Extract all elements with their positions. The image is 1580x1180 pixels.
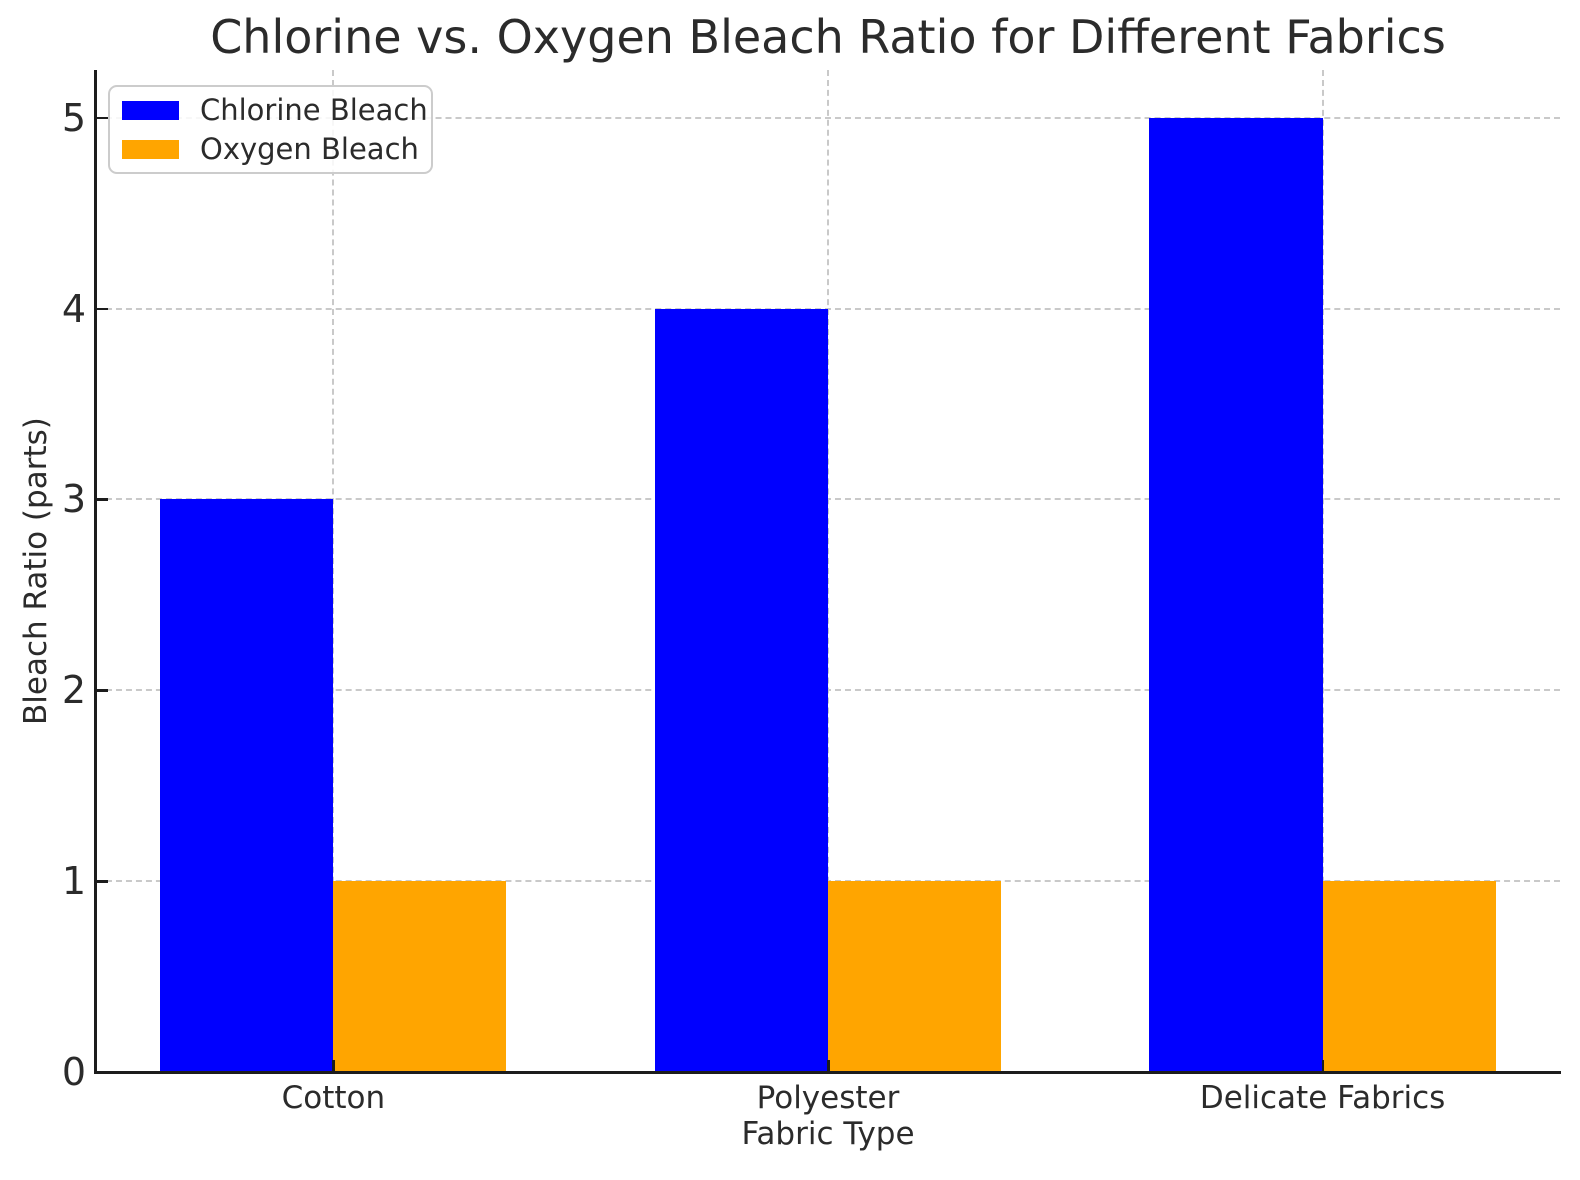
bar-chlorine-bleach — [654, 308, 828, 1072]
y-tick-label: 5 — [61, 95, 86, 140]
y-axis-spine — [94, 70, 97, 1074]
y-tick-mark — [96, 307, 108, 311]
x-tick-label: Cotton — [281, 1080, 386, 1116]
bar-chlorine-bleach — [160, 499, 334, 1072]
x-tick-label: Polyester — [756, 1080, 900, 1116]
y-tick-label: 3 — [61, 477, 86, 522]
y-tick-mark — [96, 116, 108, 120]
y-tick-mark — [96, 498, 108, 501]
x-tick-mark — [827, 1060, 830, 1072]
chart-title: Chlorine vs. Oxygen Bleach Ratio for Dif… — [210, 10, 1446, 64]
bar-chlorine-bleach — [1149, 117, 1323, 1072]
y-tick-mark — [96, 880, 108, 883]
x-tick-mark — [332, 1060, 335, 1072]
x-tick-mark — [1321, 1060, 1325, 1072]
bar-oxygen-bleach — [828, 881, 1002, 1072]
bar-oxygen-bleach — [1322, 881, 1496, 1072]
x-tick-label: Delicate Fabrics — [1199, 1080, 1446, 1116]
x-axis-label: Fabric Type — [741, 1116, 915, 1152]
gridline-vertical — [332, 70, 335, 1072]
y-tick-label: 1 — [61, 859, 86, 904]
y-axis-label: Bleach Ratio (parts) — [18, 417, 54, 725]
legend-item: Chlorine Bleach — [122, 94, 431, 126]
x-axis-spine — [94, 1071, 1561, 1074]
y-tick-mark — [96, 1071, 108, 1074]
legend-label: Oxygen Bleach — [200, 132, 419, 166]
y-tick-label: 4 — [61, 286, 86, 331]
gridline-vertical — [827, 70, 829, 1072]
gridline-vertical — [1321, 70, 1324, 1072]
legend-label: Chlorine Bleach — [200, 93, 428, 127]
y-tick-label: 0 — [61, 1050, 86, 1094]
bar-oxygen-bleach — [333, 881, 507, 1072]
y-tick-mark — [96, 689, 108, 692]
legend-swatch — [122, 100, 179, 120]
y-tick-label: 2 — [61, 668, 86, 713]
plot-area — [94, 70, 1561, 1074]
legend: Chlorine Bleach Oxygen Bleach — [108, 85, 433, 174]
legend-item: Oxygen Bleach — [122, 133, 431, 165]
legend-swatch — [122, 139, 179, 159]
